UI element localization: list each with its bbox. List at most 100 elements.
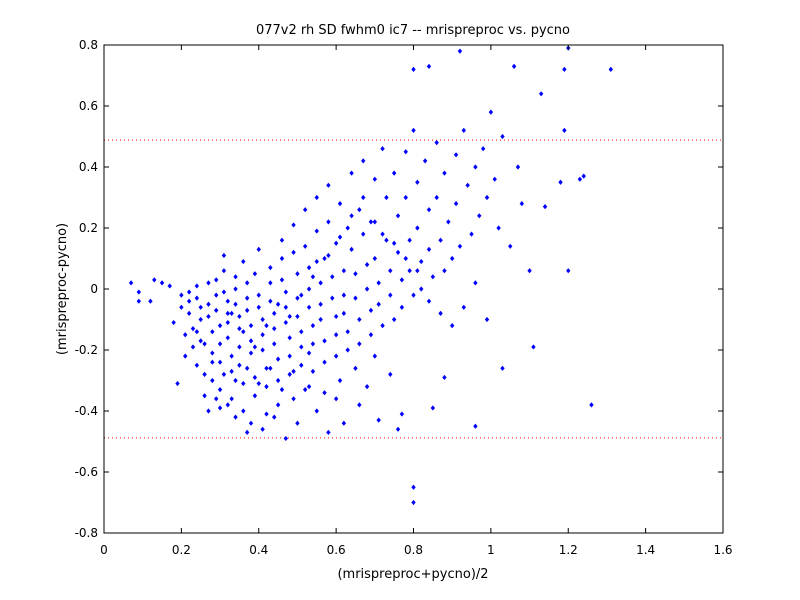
- data-point: [252, 271, 258, 277]
- data-point: [341, 310, 347, 316]
- data-point: [221, 252, 227, 259]
- data-point: [198, 316, 203, 323]
- data-point: [442, 268, 447, 274]
- data-point: [198, 338, 203, 344]
- data-point: [241, 329, 246, 335]
- data-point: [314, 258, 319, 265]
- x-tick-label: 0: [100, 543, 108, 557]
- data-point: [275, 377, 281, 384]
- data-point: [295, 295, 300, 301]
- data-point: [411, 127, 416, 133]
- x-tick-label: 1.4: [636, 543, 655, 557]
- data-point: [384, 237, 389, 243]
- data-point: [248, 420, 254, 426]
- data-point: [411, 66, 416, 72]
- data-point: [183, 332, 188, 338]
- data-point: [302, 243, 308, 249]
- axis-ticks: 0 0.2 0.4 0.6 0.8 1 1.2 1.4 1.6 -0.8 -0.6 -0.4 -0.2 0…: [75, 38, 733, 557]
- data-point: [608, 66, 614, 72]
- data-point: [357, 341, 362, 347]
- x-tick-label: 0.6: [327, 543, 346, 557]
- data-point: [225, 310, 230, 316]
- data-point: [179, 292, 184, 298]
- data-point: [357, 316, 362, 323]
- data-point: [453, 152, 459, 158]
- data-point: [275, 402, 281, 408]
- data-point: [415, 179, 420, 185]
- data-point: [206, 280, 211, 286]
- data-point: [306, 286, 312, 292]
- data-point: [438, 310, 443, 316]
- data-point: [268, 298, 273, 304]
- data-point: [252, 374, 258, 381]
- x-tick-label: 0.4: [249, 543, 268, 557]
- data-point: [368, 307, 374, 313]
- data-point: [442, 374, 447, 381]
- data-point: [361, 158, 366, 164]
- data-point: [364, 384, 370, 390]
- data-point: [295, 313, 300, 320]
- data-point: [345, 329, 350, 335]
- data-point: [407, 237, 412, 243]
- data-point: [272, 310, 277, 316]
- data-point: [241, 258, 246, 265]
- data-point: [391, 240, 397, 246]
- data-point: [206, 408, 211, 414]
- data-point: [233, 414, 238, 420]
- data-point: [341, 420, 347, 426]
- data-point: [167, 283, 172, 289]
- data-point: [337, 377, 343, 384]
- data-point: [136, 289, 142, 295]
- data-point: [403, 255, 408, 262]
- data-point: [581, 173, 586, 179]
- data-point: [322, 390, 327, 396]
- data-point: [399, 277, 405, 283]
- data-point: [272, 341, 277, 347]
- data-point: [310, 368, 316, 374]
- data-point: [241, 408, 246, 414]
- data-point: [395, 213, 401, 219]
- data-point: [345, 347, 350, 353]
- y-tick-label: 0.2: [79, 221, 98, 235]
- x-tick-label: 1.6: [713, 543, 732, 557]
- data-point: [473, 423, 478, 429]
- x-tick-label: 1: [487, 543, 495, 557]
- data-point: [380, 146, 385, 152]
- data-point: [558, 179, 563, 185]
- data-point: [326, 182, 331, 188]
- data-point: [310, 274, 316, 280]
- data-point: [422, 158, 428, 164]
- data-point: [449, 323, 455, 329]
- data-point: [283, 304, 289, 310]
- reference-lines: [104, 139, 723, 439]
- data-point: [318, 316, 323, 323]
- data-point: [519, 201, 525, 207]
- data-point: [500, 365, 505, 371]
- data-point: [508, 243, 513, 249]
- data-point: [361, 194, 366, 201]
- data-point: [403, 149, 408, 155]
- data-point: [287, 371, 292, 377]
- data-point: [372, 176, 378, 182]
- data-point: [202, 341, 207, 347]
- data-point: [252, 393, 258, 399]
- y-tick-label: -0.8: [75, 526, 98, 540]
- data-point: [326, 429, 331, 435]
- data-point: [233, 301, 238, 307]
- data-point: [244, 307, 250, 313]
- data-point: [256, 292, 261, 298]
- data-point: [376, 417, 381, 423]
- data-point: [349, 246, 354, 252]
- data-point: [473, 280, 478, 286]
- x-tick-label: 0.2: [172, 543, 191, 557]
- data-point: [264, 384, 269, 390]
- data-point: [210, 359, 215, 365]
- data-point: [562, 66, 567, 72]
- data-point: [279, 387, 285, 393]
- data-point: [426, 298, 432, 304]
- y-tick-label: -0.2: [75, 343, 98, 357]
- data-point: [213, 396, 219, 402]
- data-point: [531, 344, 536, 350]
- data-point: [403, 194, 408, 201]
- data-point: [438, 237, 443, 243]
